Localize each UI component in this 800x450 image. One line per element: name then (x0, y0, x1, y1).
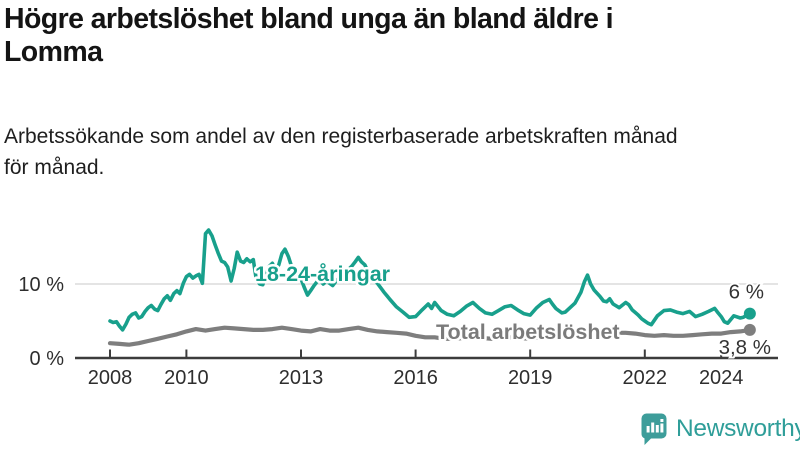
x-tick-label-2019: 2019 (508, 367, 553, 389)
total-end-dot (743, 323, 756, 336)
y-tick-label-10: 10 % (18, 274, 64, 296)
newsworthy-speech-bubble-bar-chart-icon (641, 413, 667, 445)
y-tick-label-0: 0 % (30, 348, 65, 370)
chart-subtitle-line1: Arbetssökande som andel av den registerb… (4, 125, 678, 148)
x-tick-label-2008: 2008 (88, 367, 133, 389)
x-tick-label-2022: 2022 (623, 367, 668, 389)
youth-end-dot (743, 307, 756, 320)
page-title-line1: Högre arbetslöshet bland unga än bland ä… (4, 3, 614, 35)
total-series-label: Total arbetslöshet (436, 320, 620, 344)
x-tick-label-2013: 2013 (279, 367, 324, 389)
x-tick-label-2024: 2024 (699, 367, 744, 389)
youth-series-line (108, 228, 752, 332)
page-title-line2: Lomma (4, 36, 103, 68)
newsworthy-logo-text: Newsworthy (676, 415, 800, 442)
total-series-line (107, 325, 753, 347)
youth-series-label: 18-24-åringar (255, 262, 391, 286)
chart-subtitle-line2: för månad. (4, 156, 105, 179)
total-end-value-label: 3,8 % (719, 336, 771, 359)
page-title: Högre arbetslöshet bland unga än bland ä… (4, 3, 800, 69)
chart-subtitle: Arbetssökande som andel av den registerb… (4, 121, 784, 183)
x-tick-label-2010: 2010 (164, 367, 209, 389)
newsworthy-logo: Newsworthy (640, 412, 800, 446)
x-tick-label-2016: 2016 (393, 367, 438, 389)
youth-end-value-label: 6 % (729, 281, 764, 304)
